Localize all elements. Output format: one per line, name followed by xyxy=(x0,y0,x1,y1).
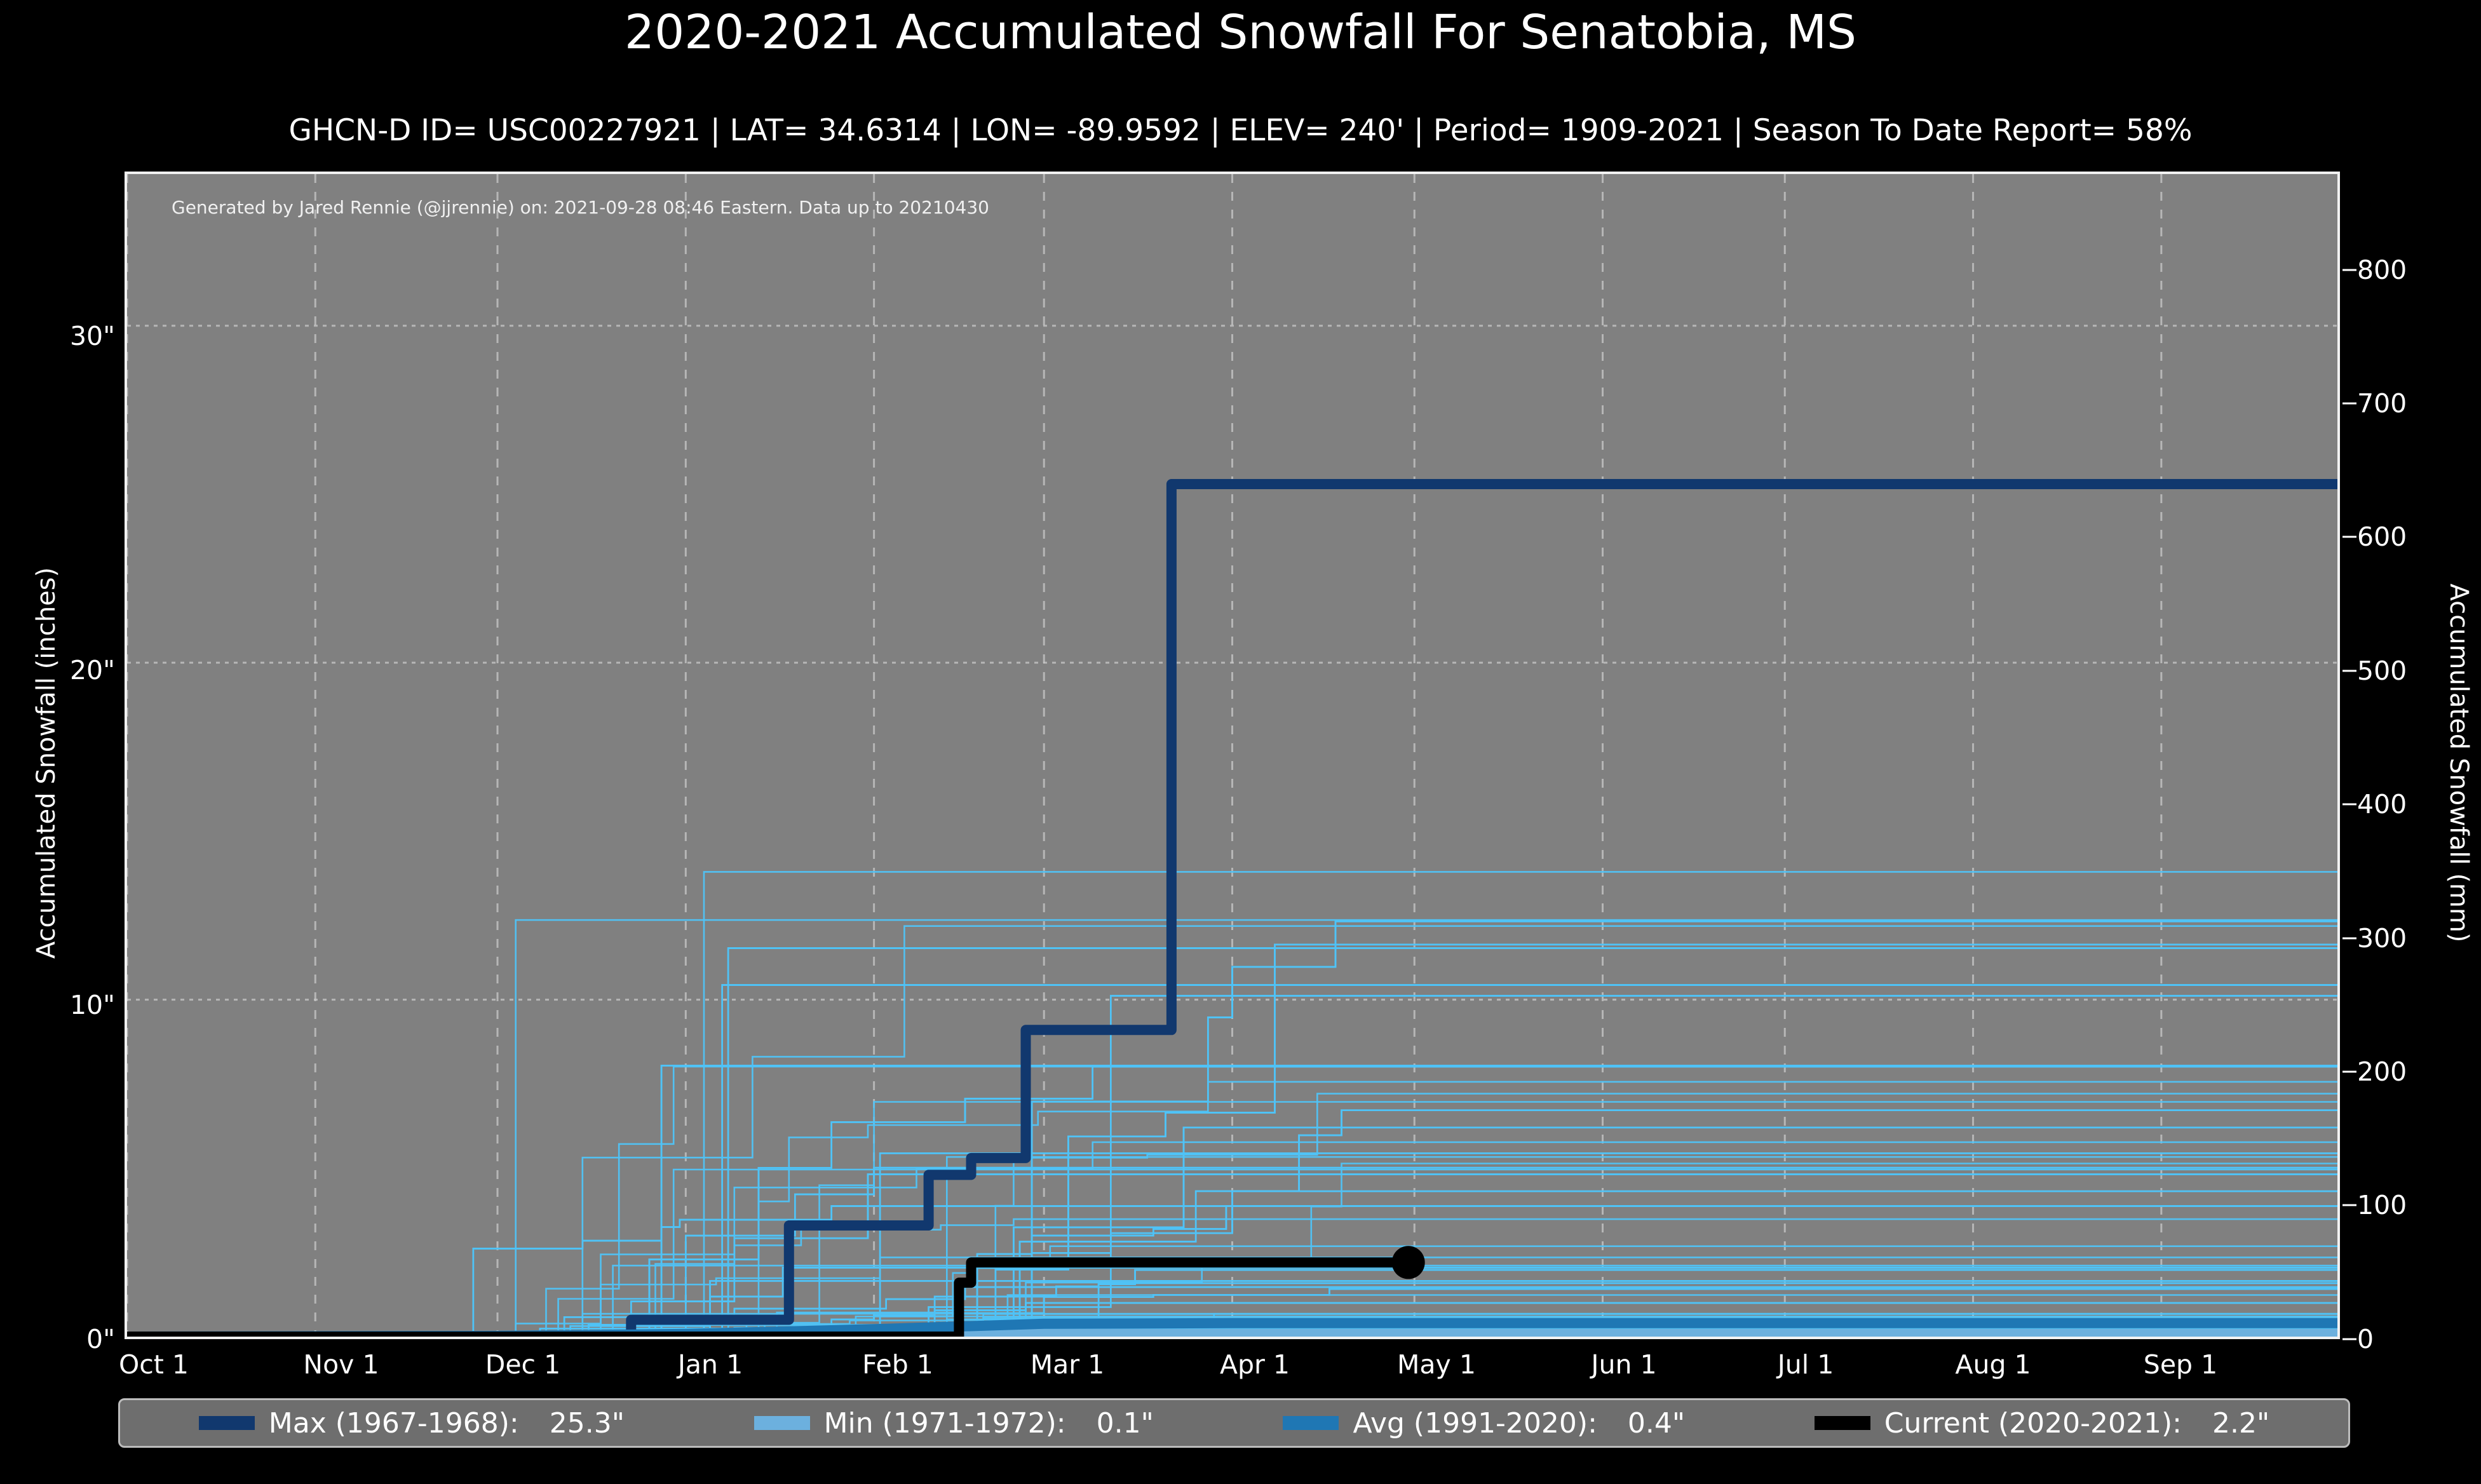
ytick-right-0: 0 xyxy=(2357,1324,2374,1354)
legend-swatch-min xyxy=(754,1416,810,1430)
chart-legend: Max (1967-1968): 25.3" Min (1971-1972): … xyxy=(118,1398,2350,1448)
current-end-marker xyxy=(1391,1246,1425,1279)
ytick-left-10: 10" xyxy=(69,990,115,1020)
ytick-right-600: 600 xyxy=(2357,522,2407,552)
series-max xyxy=(127,479,2337,1337)
ytick-left-20: 20" xyxy=(69,655,115,685)
legend-item-current[interactable]: Current (2020-2021): 2.2" xyxy=(1814,1406,2270,1440)
legend-label-current: Current (2020-2021): xyxy=(1884,1406,2182,1440)
legend-item-max[interactable]: Max (1967-1968): 25.3" xyxy=(198,1406,625,1440)
page-title: 2020-2021 Accumulated Snowfall For Senat… xyxy=(624,5,1857,60)
ytick-mark-right-400 xyxy=(2342,803,2356,806)
y-axis-label-left: Accumulated Snowfall (inches) xyxy=(32,567,61,959)
xtick-sep-1: Sep 1 xyxy=(2143,1349,2218,1380)
xtick-feb-1: Feb 1 xyxy=(862,1349,933,1380)
ytick-left-0: 0" xyxy=(86,1324,115,1354)
legend-item-avg[interactable]: Avg (1991-2020): 0.4" xyxy=(1283,1407,1685,1440)
ytick-mark-right-300 xyxy=(2342,937,2356,940)
ytick-mark-right-100 xyxy=(2342,1204,2356,1206)
ytick-right-700: 700 xyxy=(2357,388,2407,419)
xtick-jan-1: Jan 1 xyxy=(677,1349,743,1380)
xtick-oct-1: Oct 1 xyxy=(118,1349,189,1380)
ytick-mark-right-500 xyxy=(2342,670,2356,672)
ytick-right-500: 500 xyxy=(2357,656,2407,686)
plot-canvas xyxy=(127,174,2337,1337)
xtick-apr-1: Apr 1 xyxy=(1219,1349,1290,1380)
legend-swatch-max xyxy=(198,1416,255,1430)
ytick-right-200: 200 xyxy=(2357,1056,2407,1087)
legend-label-max: Max (1967-1968): xyxy=(268,1406,519,1440)
xtick-nov-1: Nov 1 xyxy=(303,1349,379,1380)
chart-svg xyxy=(127,174,2337,1337)
legend-item-min[interactable]: Min (1971-1972): 0.1" xyxy=(754,1407,1154,1440)
ytick-mark-right-800 xyxy=(2342,269,2356,271)
generated-by-annotation: Generated by Jared Rennie (@jjrennie) on… xyxy=(172,197,989,218)
ytick-mark-right-700 xyxy=(2342,402,2356,405)
ytick-left-30: 30" xyxy=(69,321,115,351)
legend-swatch-avg xyxy=(1283,1416,1339,1430)
ytick-right-300: 300 xyxy=(2357,923,2407,954)
ytick-mark-right-600 xyxy=(2342,536,2356,538)
xtick-may-1: May 1 xyxy=(1397,1349,1476,1380)
ytick-right-100: 100 xyxy=(2357,1190,2407,1220)
legend-value-avg: 0.4" xyxy=(1627,1406,1686,1440)
series-current xyxy=(127,1257,1414,1337)
ytick-mark-right-200 xyxy=(2342,1070,2356,1073)
xtick-aug-1: Aug 1 xyxy=(1955,1349,2031,1380)
legend-value-current: 2.2" xyxy=(2212,1406,2270,1440)
xtick-jun-1: Jun 1 xyxy=(1591,1349,1657,1380)
ytick-right-400: 400 xyxy=(2357,789,2407,820)
ytick-mark-right-0 xyxy=(2342,1338,2356,1340)
legend-value-max: 25.3" xyxy=(549,1406,625,1440)
ytick-right-800: 800 xyxy=(2357,255,2407,285)
xtick-dec-1: Dec 1 xyxy=(485,1349,561,1380)
legend-value-min: 0.1" xyxy=(1096,1406,1154,1440)
xtick-mar-1: Mar 1 xyxy=(1030,1349,1105,1380)
legend-label-min: Min (1971-1972): xyxy=(823,1406,1066,1440)
xtick-jul-1: Jul 1 xyxy=(1777,1349,1834,1380)
plot-area: Generated by Jared Rennie (@jjrennie) on… xyxy=(125,172,2340,1339)
y-axis-label-right: Accumulated Snowfall (mm) xyxy=(2444,583,2473,943)
legend-swatch-current xyxy=(1814,1416,1870,1430)
series-min xyxy=(127,1328,2337,1337)
legend-label-avg: Avg (1991-2020): xyxy=(1353,1406,1597,1440)
chart-subtitle: GHCN-D ID= USC00227921 | LAT= 34.6314 | … xyxy=(288,113,2193,148)
gridlines xyxy=(127,174,2337,1337)
